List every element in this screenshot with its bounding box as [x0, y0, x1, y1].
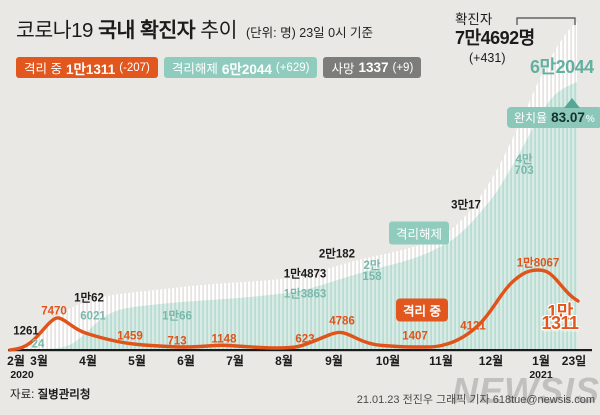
released-total-label: 6만2044: [530, 57, 594, 77]
cure-rate-label: 완치율: [514, 111, 548, 125]
chart-lines: [8, 268, 580, 352]
x-tick-label: 7월: [226, 354, 244, 368]
badge-value: 1337: [358, 60, 389, 75]
series-label-badge: 격리 중: [396, 298, 448, 322]
cure-rate-badge: 완치율 83.07 %: [507, 98, 600, 128]
total-value: 7만4692명: [455, 27, 535, 48]
x-tick-label: 12월: [478, 354, 504, 368]
x-tick-label: 10월: [375, 354, 401, 368]
page-title: 코로나19 국내 확진자 추이 (단위: 명) 23일 0시 기준: [16, 13, 373, 43]
cure-rate-unit: %: [585, 114, 595, 125]
x-tick-label: 9월: [325, 354, 343, 368]
x-axis-line: [8, 349, 592, 352]
active-cases-badge: 격리 중 1만1311 (-207): [16, 57, 158, 78]
title-emphasis: 국내 확진자: [98, 19, 196, 42]
x-tick-label: 4월: [79, 354, 97, 368]
badge-value: 6만2044: [221, 61, 272, 77]
data-source: 자료: 질병관리청: [10, 386, 90, 402]
deaths-badge: 사망 1337 (+9): [323, 57, 422, 78]
x-tick-label: 8월: [275, 354, 293, 368]
total-delta: (+431): [469, 51, 506, 66]
total-bracket-line: [516, 17, 576, 25]
badge-label: 격리 중: [24, 62, 62, 76]
series-label-badge: 격리해제: [388, 221, 450, 245]
badge-delta: (-207): [119, 61, 150, 74]
x-tick-label: 23일: [561, 354, 587, 368]
series-active: [8, 268, 580, 352]
cure-rate-value: 83.07: [551, 110, 585, 125]
badge-delta: (+9): [392, 61, 414, 74]
badge-value: 1만1311: [65, 61, 116, 77]
year-label: 2021: [529, 369, 553, 381]
title-note: (단위: 명) 23일 0시 기준: [246, 26, 374, 40]
total-confirmed-block: 확진자 7만4692명 (+431): [455, 12, 535, 66]
title-prefix: 코로나19: [16, 19, 99, 42]
byline-credit: 21.01.23 전진우 그래픽 기자 618tue@newsis.com: [356, 394, 595, 406]
x-tick-label: 3월: [30, 354, 48, 368]
year-label: 2020: [10, 369, 34, 381]
x-tick-label: 5월: [128, 354, 146, 368]
x-tick-label: 6월: [177, 354, 195, 368]
x-tick-label: 1월: [532, 354, 550, 368]
badge-label: 사망: [331, 62, 355, 76]
badge-delta: (+629): [275, 61, 310, 74]
series-released: [10, 82, 577, 350]
title-suffix: 추이: [195, 19, 237, 42]
arrow-up-icon: [564, 98, 580, 108]
badge-label: 격리해제: [171, 62, 218, 76]
source-value: 질병관리청: [37, 389, 91, 401]
total-label: 확진자: [455, 12, 493, 27]
x-tick-label: 11월: [429, 354, 453, 368]
x-tick-label: 2월: [7, 354, 25, 368]
released-cases-badge: 격리해제 6만2044 (+629): [163, 57, 318, 78]
chart-areas: [10, 22, 577, 350]
source-label: 자료:: [10, 389, 35, 401]
status-badges: 격리 중 1만1311 (-207) 격리해제 6만2044 (+629) 사망…: [16, 57, 422, 78]
